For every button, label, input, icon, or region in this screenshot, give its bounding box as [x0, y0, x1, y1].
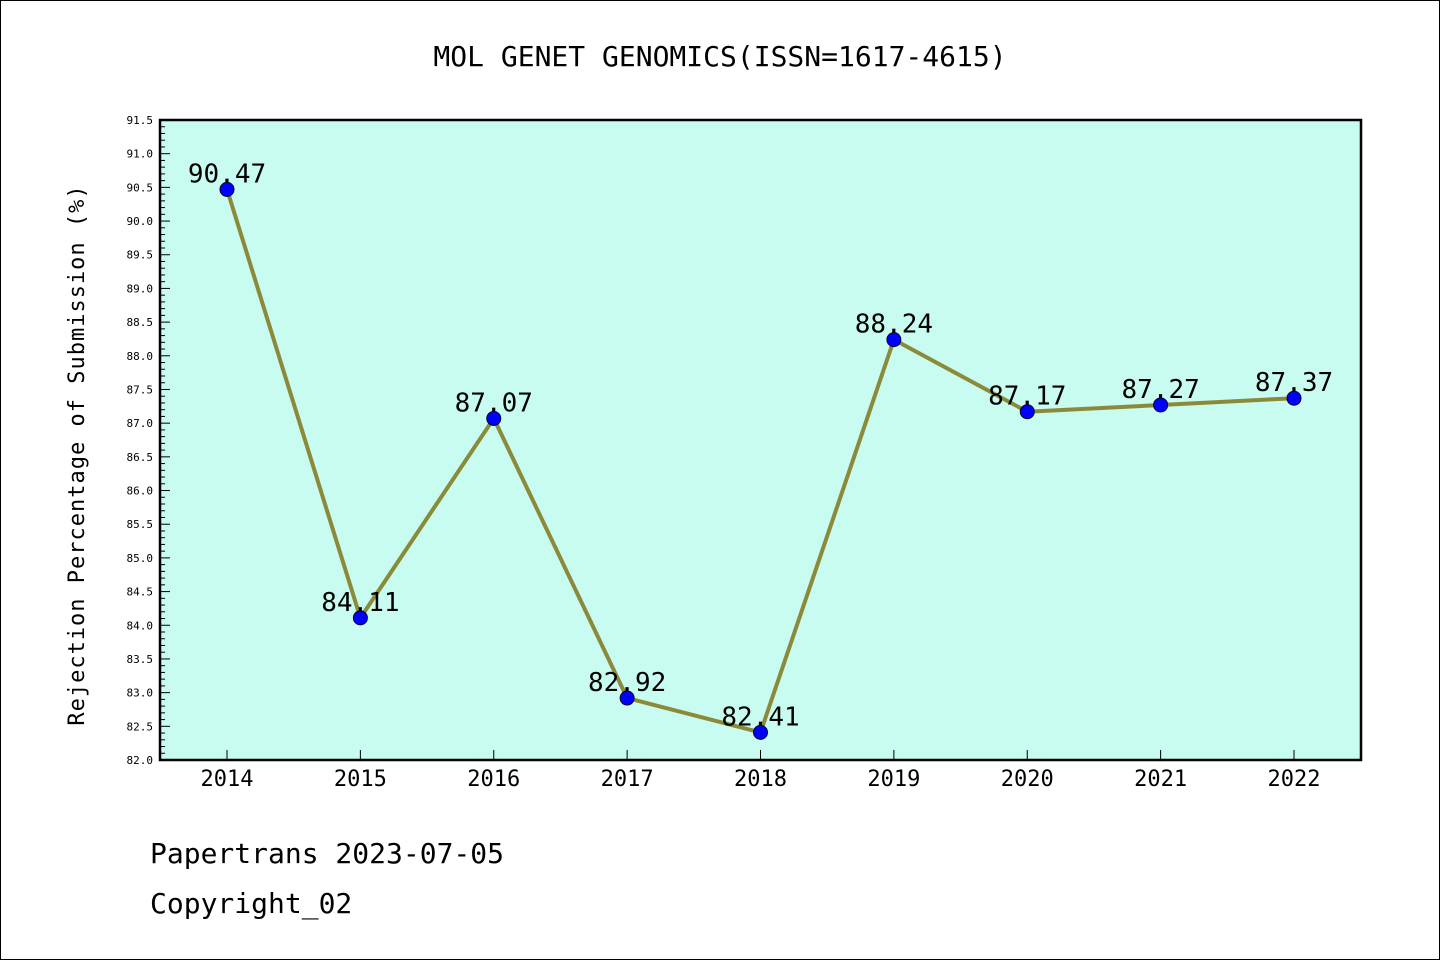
y-tick-label: 90.0	[127, 215, 154, 228]
data-label: 87.37	[1255, 368, 1333, 398]
x-tick-label: 2014	[201, 767, 254, 792]
series-group: 90.47 84.11 87.07 82.92 82.41 88.24 87.17 87.27…	[188, 159, 1333, 740]
data-label: 88.24	[855, 310, 933, 340]
y-tick-label: 85.0	[127, 552, 154, 565]
y-tick-label: 89.5	[127, 249, 154, 262]
x-tick-label: 2022	[1268, 767, 1321, 792]
y-tick-label: 91.5	[127, 114, 154, 127]
data-label: 82.41	[721, 702, 799, 732]
y-tick-label: 84.0	[127, 619, 154, 632]
x-tick-label: 2018	[734, 767, 787, 792]
y-axis: 82.0 82.5 83.0 83.5 84.0 84.5 85.0 85.5 86.0 86.5…	[127, 114, 170, 767]
y-tick-label: 88.5	[127, 316, 154, 329]
x-axis: 2014 2015 2016 2017 2018 2019 2020 2021 2022	[201, 750, 1321, 792]
plot-area	[158, 118, 1363, 762]
data-point	[1019, 404, 1035, 420]
y-tick-label: 86.5	[127, 451, 154, 464]
y-tick-label: 87.0	[127, 417, 154, 430]
y-axis-label: Rejection Percentage of Submission (%)	[65, 184, 90, 725]
data-point	[486, 410, 502, 426]
data-point	[352, 610, 368, 626]
y-tick-label: 82.5	[127, 720, 154, 733]
y-tick-label: 90.5	[127, 181, 154, 194]
y-tick-label: 87.5	[127, 383, 154, 396]
y-tick-label: 84.5	[127, 586, 154, 599]
x-tick-label: 2016	[467, 767, 520, 792]
data-label: 87.17	[988, 382, 1066, 412]
footer-copyright: Copyright_02	[150, 887, 352, 921]
data-label: 90.47	[188, 159, 266, 189]
data-point	[886, 332, 902, 348]
y-tick-label: 88.0	[127, 350, 154, 363]
data-label: 84.11	[321, 588, 399, 618]
x-tick-label: 2015	[334, 767, 387, 792]
y-tick-label: 89.0	[127, 282, 154, 295]
footer-date: Papertrans 2023-07-05	[150, 837, 504, 870]
data-label: 87.27	[1121, 375, 1199, 405]
y-tick-label: 86.0	[127, 485, 154, 498]
x-tick-label: 2021	[1134, 767, 1187, 792]
y-tick-label: 83.0	[127, 687, 154, 700]
x-tick-label: 2019	[867, 767, 920, 792]
chart-title: MOL GENET GENOMICS(ISSN=1617-4615)	[433, 40, 1006, 73]
data-point	[1153, 397, 1169, 413]
x-tick-label: 2020	[1001, 767, 1054, 792]
data-point	[753, 724, 768, 740]
y-tick-label: 83.5	[127, 653, 154, 666]
data-label: 87.07	[455, 388, 533, 418]
y-tick-label: 85.5	[127, 518, 154, 531]
y-tick-label: 91.0	[127, 148, 154, 161]
data-point	[219, 181, 235, 197]
data-label: 82.92	[588, 668, 666, 698]
data-point	[1286, 390, 1302, 406]
y-tick-label: 82.0	[127, 754, 154, 767]
data-point	[619, 690, 635, 706]
x-tick-label: 2017	[601, 767, 654, 792]
